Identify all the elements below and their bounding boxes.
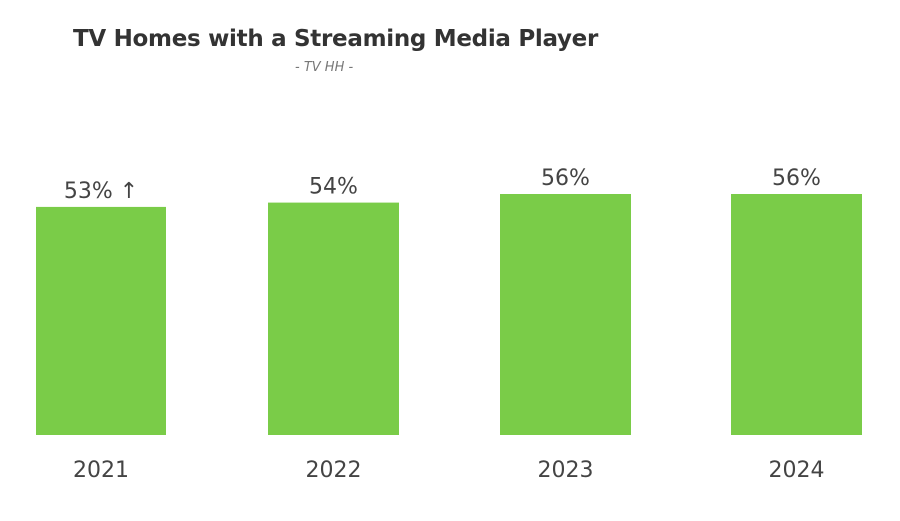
- x-tick-label-2021: 2021: [73, 458, 129, 483]
- data-label-2023: 56%: [541, 166, 590, 191]
- x-tick-label-2023: 2023: [538, 458, 594, 483]
- chart-title: TV Homes with a Streaming Media Player: [73, 26, 599, 52]
- data-label-2022: 54%: [309, 175, 358, 200]
- chart-subtitle: - TV HH -: [295, 60, 354, 75]
- bar-2021: [36, 206, 166, 435]
- x-tick-label-2022: 2022: [306, 458, 362, 483]
- x-tick-label-2024: 2024: [769, 458, 825, 483]
- bar-2024: [731, 194, 862, 435]
- data-label-2021: 53% ↑: [64, 179, 138, 204]
- data-label-2024: 56%: [772, 166, 821, 191]
- bar-2022: [268, 202, 399, 435]
- bar-2023: [500, 194, 631, 435]
